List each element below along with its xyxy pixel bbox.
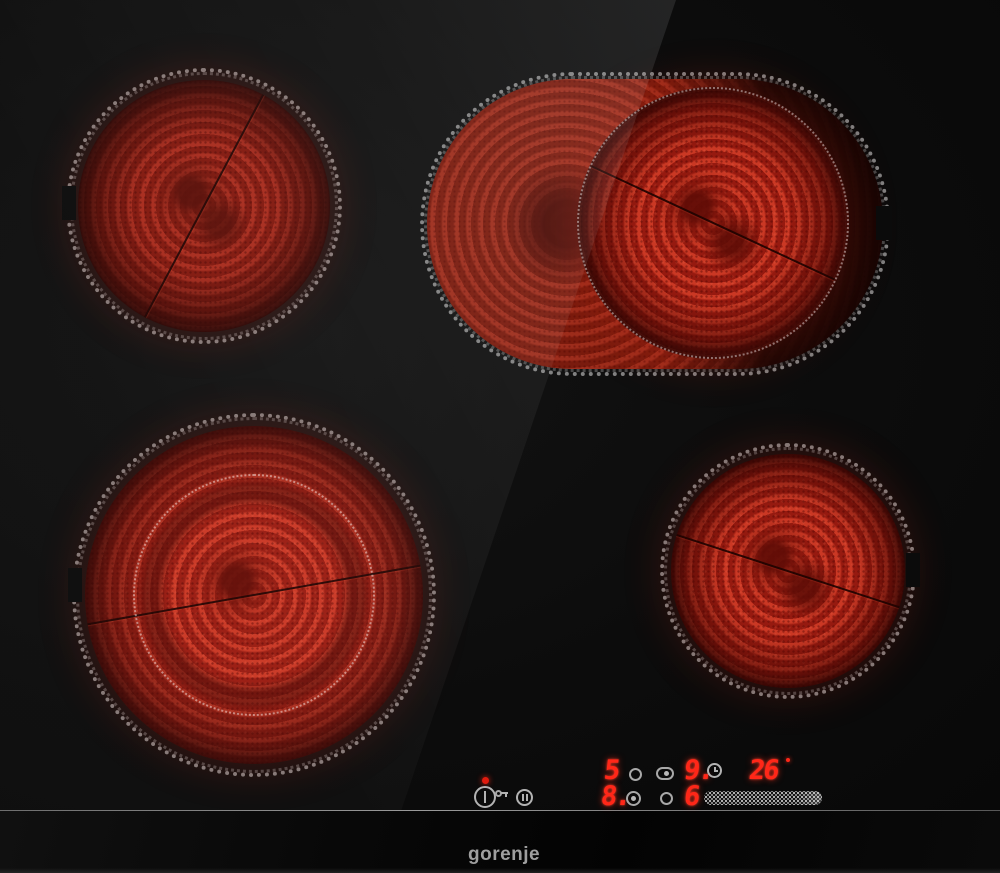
power-icon[interactable] [474,786,496,808]
burner-rear-left [62,68,342,344]
burner-rear-right-extended [420,72,892,376]
key-icon[interactable] [495,789,509,799]
inner-zone-boundary [133,474,375,716]
element-divider-line [586,163,840,283]
heating-element [78,80,330,332]
brand-logo: gorenje [468,844,541,865]
key-icon-tooth [505,794,507,797]
power-icon-bar [484,791,486,803]
timer-display: 26 [747,755,780,786]
clock-hand-hour [714,770,718,772]
timer-indicator-dot [786,758,790,762]
clock-icon[interactable] [707,763,722,778]
front-bezel: gorenje [0,811,1000,873]
pause-bar-left [522,794,524,801]
extended-zone-icon[interactable] [656,767,674,780]
heating-element [671,454,905,688]
clock-hand-minute [714,767,716,771]
zone-select-front-right[interactable] [660,792,673,805]
burner-front-right [660,443,920,699]
power-touch-slider[interactable] [704,791,822,805]
marking-gap [68,568,82,602]
key-icon-stem [501,792,508,794]
dual-zone-dot [631,796,636,801]
extended-zone-dot [664,771,669,776]
marking-gap [62,186,76,220]
touch-control-panel: 5 9. 26 8. 6 [460,752,840,812]
glass-front-edge-line [0,810,1000,811]
element-divider-line [141,89,267,323]
heating-element [577,87,849,359]
bottom-edge-highlight [0,868,1000,873]
pause-bar-right [526,794,528,801]
burner-front-left-dual [68,413,436,777]
power-led [482,777,489,784]
dual-zone-icon[interactable] [626,791,641,806]
marking-gap [906,553,920,587]
rear-left-power-display: 5 [602,755,621,786]
pause-icon[interactable] [516,789,533,806]
marking-gap [876,206,892,240]
zone-select-rear-left[interactable] [629,768,642,781]
front-right-power-display: 6 [682,781,701,812]
element-divider-line [671,532,905,610]
